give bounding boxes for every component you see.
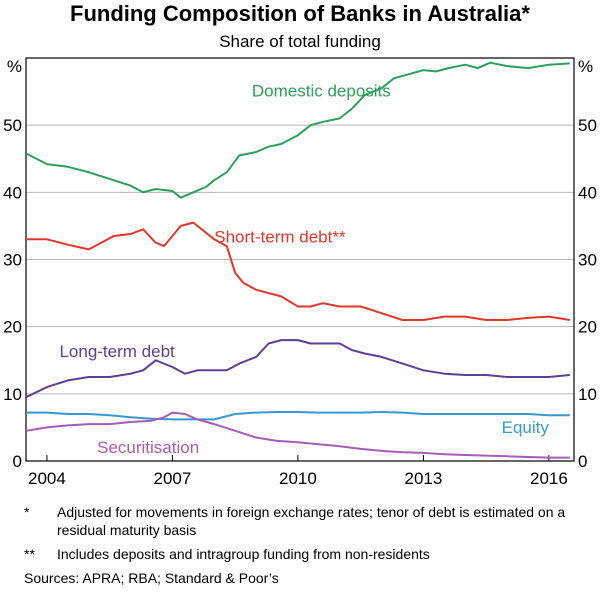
x-tick-label-2004: 2004 <box>28 469 66 488</box>
y-tick-left-40: 40 <box>3 183 22 202</box>
y-tick-right-0: 0 <box>578 452 587 471</box>
sources-note: Sources: APRA; RBA; Standard & Poor’s <box>24 570 279 586</box>
footnote-1: * Adjusted for movements in foreign exch… <box>24 503 584 539</box>
line-chart: 0 0 10 10 20 20 30 30 40 40 50 50% % 2004 2007 2010 2013… <box>3 57 597 488</box>
series-line-3 <box>26 411 570 421</box>
x-tick-label-2007: 2007 <box>153 469 191 488</box>
chart-title: Funding Composition of Banks in Australi… <box>70 1 530 26</box>
footnotes: * Adjusted for movements in foreign exch… <box>24 503 584 587</box>
chart-subtitle: Share of total funding <box>219 32 381 51</box>
series-label-3: Equity <box>502 418 550 437</box>
x-tick-label-2010: 2010 <box>279 469 317 488</box>
footnote-2-mark: ** <box>24 546 35 562</box>
y-tick-left-10: 10 <box>3 385 22 404</box>
y-unit-right: % <box>578 57 593 76</box>
y-tick-right-20: 20 <box>578 318 597 337</box>
y-tick-left-50: 50 <box>3 116 22 135</box>
footnote-2: ** Includes deposits and intragroup fund… <box>24 545 584 563</box>
series-label-0: Domestic deposits <box>252 81 391 100</box>
plot-frame <box>25 57 575 462</box>
y-tick-left-30: 30 <box>3 251 22 270</box>
y-tick-right-10: 10 <box>578 385 597 404</box>
y-tick-left-0: 0 <box>13 452 22 471</box>
footnote-2-text: Includes deposits and intragroup funding… <box>57 546 430 562</box>
y-tick-left-20: 20 <box>3 318 22 337</box>
y-unit-left: % <box>7 57 22 76</box>
series-label-1: Short-term debt** <box>214 228 346 247</box>
footnote-1-mark: * <box>24 504 30 520</box>
series-line-4 <box>25 411 570 459</box>
series-label-2: Long-term debt <box>59 342 175 361</box>
y-tick-right-50: 50 <box>578 116 597 135</box>
series-line-1 <box>26 221 570 321</box>
series-line-0 <box>25 61 570 199</box>
footnote-1-text: Adjusted for movements in foreign exchan… <box>57 504 566 538</box>
x-tick-label-2016: 2016 <box>530 469 568 488</box>
y-tick-right-40: 40 <box>578 183 597 202</box>
series-line-2 <box>25 339 570 399</box>
series-label-4: Securitisation <box>97 438 199 457</box>
y-tick-right-30: 30 <box>578 251 597 270</box>
x-tick-label-2013: 2013 <box>404 469 442 488</box>
